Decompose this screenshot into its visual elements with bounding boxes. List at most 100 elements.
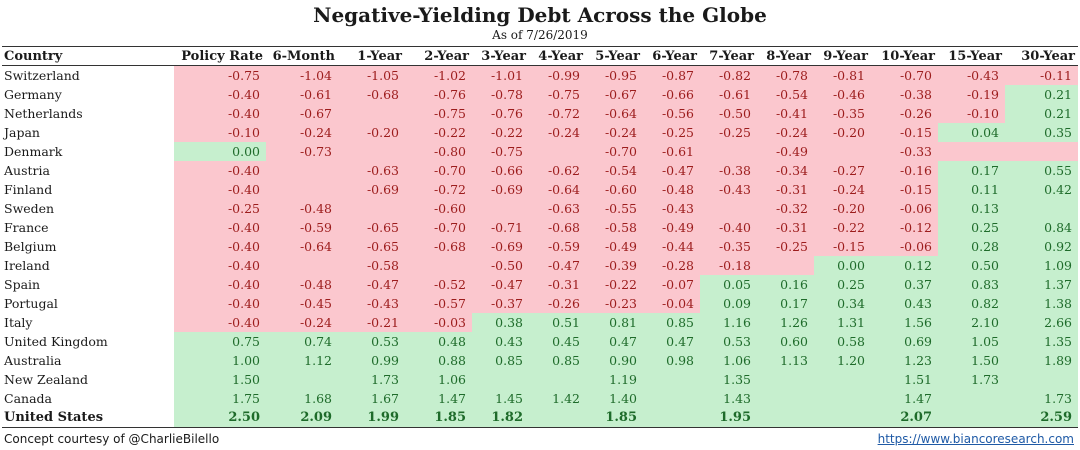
yield-cell: -0.12 bbox=[871, 218, 938, 237]
yield-cell: -0.40 bbox=[174, 104, 266, 123]
yield-cell bbox=[814, 142, 871, 161]
yield-cell: 1.50 bbox=[174, 370, 266, 389]
yield-cell bbox=[266, 256, 338, 275]
column-header: 1-Year bbox=[338, 46, 405, 66]
yield-cell bbox=[814, 389, 871, 408]
yield-cell: -0.43 bbox=[338, 294, 405, 313]
yield-cell: -0.41 bbox=[757, 104, 814, 123]
yield-cell: 1.68 bbox=[266, 389, 338, 408]
credit-text: Concept courtesy of @CharlieBilello bbox=[4, 432, 220, 446]
yield-cell: 1.85 bbox=[405, 408, 472, 428]
yield-cell: 1.06 bbox=[700, 351, 757, 370]
yield-cell: -0.15 bbox=[871, 180, 938, 199]
yield-cell: -0.64 bbox=[529, 180, 586, 199]
yield-cell: -0.54 bbox=[586, 161, 643, 180]
yield-cell: -0.23 bbox=[586, 294, 643, 313]
column-header: 15-Year bbox=[938, 46, 1005, 66]
yield-cell bbox=[757, 370, 814, 389]
yield-cell: -0.43 bbox=[643, 199, 700, 218]
yield-cell: -0.50 bbox=[700, 104, 757, 123]
yield-cell: -0.40 bbox=[174, 313, 266, 332]
yield-cell: -0.75 bbox=[529, 85, 586, 104]
table-row: Italy -0.40 -0.24 -0.21 -0.03 0.38 0.51 0.81 0.8… bbox=[2, 313, 1078, 332]
yield-cell: 0.13 bbox=[938, 199, 1005, 218]
table-row: Finland -0.40 -0.69 -0.72 -0.69 -0.64 -0.60 -0.… bbox=[2, 180, 1078, 199]
yield-cell: 0.85 bbox=[643, 313, 700, 332]
yield-cell: -0.31 bbox=[529, 275, 586, 294]
yield-cell: -0.21 bbox=[338, 313, 405, 332]
yield-cell: -0.72 bbox=[405, 180, 472, 199]
yield-cell: -0.63 bbox=[338, 161, 405, 180]
yield-cell: -0.70 bbox=[871, 65, 938, 85]
yield-cell: -0.68 bbox=[338, 85, 405, 104]
yield-cell bbox=[814, 408, 871, 428]
yield-cell: 2.10 bbox=[938, 313, 1005, 332]
column-header: 10-Year bbox=[871, 46, 938, 66]
table-row: Spain -0.40 -0.48 -0.47 -0.52 -0.47 -0.31 -0.22… bbox=[2, 275, 1078, 294]
country-cell: Japan bbox=[2, 123, 174, 142]
yield-cell: 1.05 bbox=[938, 332, 1005, 351]
yield-cell: -0.60 bbox=[405, 199, 472, 218]
country-cell: United Kingdom bbox=[2, 332, 174, 351]
yield-cell: 0.48 bbox=[405, 332, 472, 351]
table-row: Ireland -0.40 -0.58 -0.50 -0.47 -0.39 -0.28 -0.… bbox=[2, 256, 1078, 275]
yield-cell: 0.21 bbox=[1005, 104, 1078, 123]
yield-cell: -0.82 bbox=[700, 65, 757, 85]
yield-cell: -0.43 bbox=[700, 180, 757, 199]
yield-cell: -0.60 bbox=[586, 180, 643, 199]
yield-cell: 0.88 bbox=[405, 351, 472, 370]
country-cell: Finland bbox=[2, 180, 174, 199]
yield-cell: -0.37 bbox=[472, 294, 529, 313]
yield-cell: 2.66 bbox=[1005, 313, 1078, 332]
yield-cell: -0.18 bbox=[700, 256, 757, 275]
yield-cell bbox=[472, 370, 529, 389]
yield-cell bbox=[1005, 199, 1078, 218]
yield-cell: 0.42 bbox=[1005, 180, 1078, 199]
yield-cell: -0.75 bbox=[472, 142, 529, 161]
yield-cell: 1.42 bbox=[529, 389, 586, 408]
yield-cell: -0.32 bbox=[757, 199, 814, 218]
yield-cell: -0.68 bbox=[529, 218, 586, 237]
yield-cell bbox=[757, 389, 814, 408]
source-link[interactable]: https://www.biancoresearch.com bbox=[877, 432, 1074, 446]
yield-cell: 0.47 bbox=[586, 332, 643, 351]
yield-cell: 0.58 bbox=[814, 332, 871, 351]
yield-table: Country Policy Rate 6-Month 1-Year 2-Year 3-Y… bbox=[2, 46, 1078, 428]
table-row: Portugal -0.40 -0.45 -0.43 -0.57 -0.37 -0.26 -0… bbox=[2, 294, 1078, 313]
yield-cell: 1.75 bbox=[174, 389, 266, 408]
yield-cell: 0.85 bbox=[472, 351, 529, 370]
yield-cell: -0.24 bbox=[757, 123, 814, 142]
yield-cell: 0.05 bbox=[700, 275, 757, 294]
table-row: Austria -0.40 -0.63 -0.70 -0.66 -0.62 -0.54 -0.… bbox=[2, 161, 1078, 180]
yield-cell: -0.25 bbox=[643, 123, 700, 142]
yield-cell: 0.04 bbox=[938, 123, 1005, 142]
yield-cell bbox=[338, 104, 405, 123]
yield-cell: -0.49 bbox=[643, 218, 700, 237]
yield-cell: -0.78 bbox=[757, 65, 814, 85]
yield-cell: 0.53 bbox=[338, 332, 405, 351]
yield-cell: -0.22 bbox=[814, 218, 871, 237]
table-row: Belgium -0.40 -0.64 -0.65 -0.68 -0.69 -0.59 -0.… bbox=[2, 237, 1078, 256]
page-title: Negative-Yielding Debt Across the Globe bbox=[313, 3, 767, 27]
yield-cell: 1.85 bbox=[586, 408, 643, 428]
yield-cell: 1.45 bbox=[472, 389, 529, 408]
yield-cell: -0.33 bbox=[871, 142, 938, 161]
yield-cell: 1.73 bbox=[938, 370, 1005, 389]
yield-cell: 1.50 bbox=[938, 351, 1005, 370]
yield-cell: -0.26 bbox=[871, 104, 938, 123]
yield-cell: -0.46 bbox=[814, 85, 871, 104]
yield-cell: 1.99 bbox=[338, 408, 405, 428]
yield-cell: 0.92 bbox=[1005, 237, 1078, 256]
yield-cell: -0.15 bbox=[814, 237, 871, 256]
table-row: Netherlands -0.40 -0.67 -0.75 -0.76 -0.72 -0.6… bbox=[2, 104, 1078, 123]
yield-cell: -0.47 bbox=[643, 161, 700, 180]
yield-cell: -0.56 bbox=[643, 104, 700, 123]
country-cell: Portugal bbox=[2, 294, 174, 313]
yield-cell: -0.40 bbox=[700, 218, 757, 237]
yield-cell: 0.69 bbox=[871, 332, 938, 351]
yield-cell: 0.81 bbox=[586, 313, 643, 332]
yield-cell: 0.17 bbox=[757, 294, 814, 313]
table-row: Australia 1.00 1.12 0.99 0.88 0.85 0.85 0.90 0.9… bbox=[2, 351, 1078, 370]
yield-cell: -0.65 bbox=[338, 237, 405, 256]
table-row: Switzerland -0.75 -1.04 -1.05 -1.02 -1.01 -0.9… bbox=[2, 65, 1078, 85]
